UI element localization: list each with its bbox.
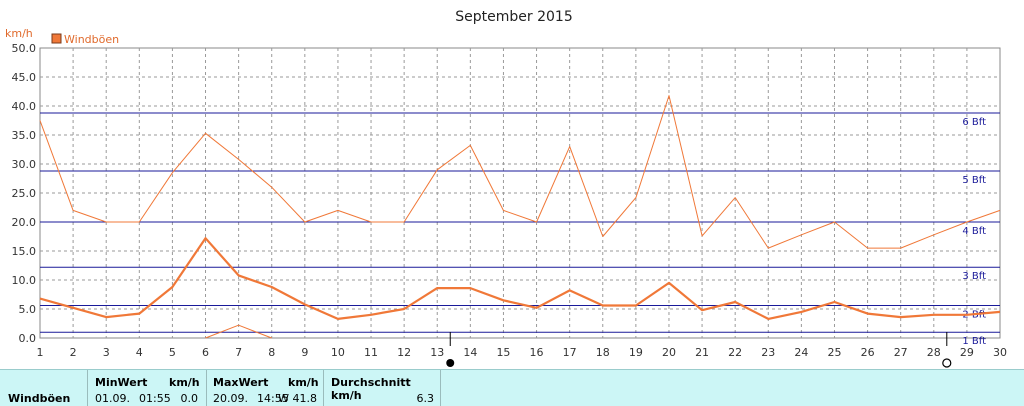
x-tick-label: 1: [37, 346, 44, 359]
average-value: 6.3: [416, 392, 435, 405]
y-tick-label: 10.0: [12, 274, 37, 287]
x-tick-label: 15: [496, 346, 510, 359]
max-unit: km/h: [288, 376, 319, 389]
beaufort-label: 3 Bft: [962, 271, 986, 282]
x-tick-label: 20: [662, 346, 676, 359]
chart-title: September 2015: [455, 9, 572, 25]
x-tick-label: 7: [235, 346, 242, 359]
x-tick-label: 6: [202, 346, 209, 359]
new-moon-icon: [446, 359, 455, 367]
x-tick-label: 19: [629, 346, 643, 359]
x-tick-label: 24: [794, 346, 808, 359]
plot-area: 0.0 5.0 10.0 15.0 20.0 25.0 30.0 35.0 40.0 45.0 50…: [12, 42, 1007, 368]
y-tick-label: 20.0: [12, 216, 37, 229]
max-header: MaxWert: [213, 376, 269, 389]
min-value-cell: MinWert km/h 01.09. 01:55 0.0: [87, 370, 206, 406]
x-tick-label: 27: [894, 346, 908, 359]
x-tick-label: 8: [268, 346, 275, 359]
min-value: 0.0: [180, 392, 199, 405]
legend-label: Windböen: [64, 33, 119, 46]
x-tick-label: 10: [331, 346, 345, 359]
max-date: 20.09.: [213, 392, 248, 405]
x-tick-label: 12: [397, 346, 411, 359]
max-time: 14:55: [257, 392, 289, 405]
x-tick-label: 14: [463, 346, 477, 359]
x-tick-label: 25: [827, 346, 841, 359]
max-value: W 41.8: [278, 392, 317, 405]
x-tick-label: 16: [530, 346, 544, 359]
y-tick-label: 45.0: [12, 71, 37, 84]
y-tick-label: 30.0: [12, 158, 37, 171]
y-tick-label: 15.0: [12, 245, 37, 258]
series-line-daily-mean: [39, 237, 1001, 320]
legend-swatch: [51, 33, 62, 44]
wind-chart: September 2015 km/h Windböen 0.0 5.0 10.0 1…: [5, 9, 1007, 368]
x-tick-label: 3: [103, 346, 110, 359]
x-tick-label: 2: [70, 346, 77, 359]
y-tick-label: 0.0: [19, 332, 37, 345]
x-tick-label: 17: [563, 346, 577, 359]
x-tick-label: 18: [596, 346, 610, 359]
min-header: MinWert: [95, 376, 148, 389]
y-tick-label: 50.0: [12, 42, 37, 55]
y-axis-unit: km/h: [5, 27, 33, 40]
beaufort-label: 5 Bft: [962, 175, 986, 186]
x-tick-label: 13: [430, 346, 444, 359]
beaufort-label: 1 Bft: [962, 336, 986, 347]
y-tick-label: 35.0: [12, 129, 37, 142]
statistics-bar: Windböen MinWert km/h 01.09. 01:55 0.0 M…: [0, 369, 1024, 406]
full-moon-icon: [942, 358, 952, 368]
min-unit: km/h: [169, 376, 200, 389]
max-value-cell: MaxWert km/h 20.09. 14:55 W 41.8: [206, 370, 323, 406]
series-line-daily-min: [205, 324, 272, 339]
x-tick-label: 29: [960, 346, 974, 359]
x-tick-label: 30: [993, 346, 1007, 359]
series-line-daily-max: [39, 95, 1001, 249]
stats-empty-cell: [440, 370, 1024, 406]
stats-row-label: Windböen: [8, 392, 71, 405]
x-tick-label: 23: [761, 346, 775, 359]
x-tick-label: 26: [861, 346, 875, 359]
x-tick-label: 21: [695, 346, 709, 359]
average-header: Durchschnitt km/h: [331, 376, 411, 402]
beaufort-label: 4 Bft: [962, 226, 986, 237]
y-tick-label: 5.0: [19, 303, 37, 316]
stats-row-label-cell: Windböen: [0, 370, 87, 406]
y-tick-label: 25.0: [12, 187, 37, 200]
beaufort-label: 6 Bft: [962, 117, 986, 128]
x-tick-label: 22: [728, 346, 742, 359]
min-time: 01:55: [139, 392, 171, 405]
min-date: 01.09.: [95, 392, 130, 405]
x-tick-label: 5: [169, 346, 176, 359]
average-value-cell: Durchschnitt km/h 6.3: [323, 370, 440, 406]
x-tick-label: 11: [364, 346, 378, 359]
x-tick-label: 4: [136, 346, 143, 359]
y-tick-label: 40.0: [12, 100, 37, 113]
x-tick-label: 28: [927, 346, 941, 359]
x-tick-label: 9: [301, 346, 308, 359]
